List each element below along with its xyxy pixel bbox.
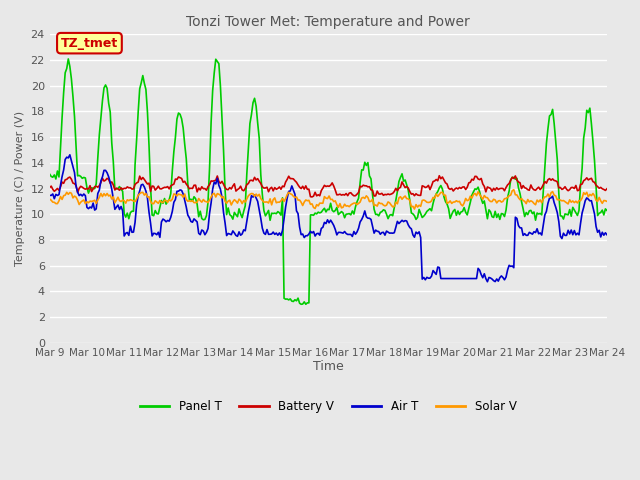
Air T: [46, 192, 54, 198]
Line: Battery V: Battery V: [50, 176, 607, 197]
Battery V: [114, 186, 122, 192]
Solar V: [603, 199, 611, 204]
Air T: [116, 206, 124, 212]
Panel T: [298, 301, 305, 307]
Panel T: [291, 297, 299, 302]
Panel T: [575, 207, 583, 213]
Panel T: [214, 59, 221, 64]
Panel T: [232, 212, 240, 217]
Air T: [241, 228, 249, 234]
Air T: [575, 232, 583, 238]
X-axis label: Time: Time: [313, 360, 344, 373]
Panel T: [116, 184, 124, 190]
Battery V: [603, 186, 611, 192]
Legend: Panel T, Battery V, Air T, Solar V: Panel T, Battery V, Air T, Solar V: [135, 395, 522, 418]
Battery V: [289, 176, 297, 182]
Solar V: [411, 206, 419, 212]
Battery V: [575, 187, 583, 193]
Solar V: [46, 196, 54, 202]
Battery V: [212, 178, 220, 183]
Battery V: [46, 185, 54, 191]
Solar V: [230, 197, 238, 203]
Solar V: [510, 187, 518, 192]
Panel T: [46, 171, 54, 177]
Solar V: [212, 194, 220, 200]
Line: Panel T: Panel T: [50, 59, 607, 304]
Line: Air T: Air T: [50, 155, 607, 282]
Text: TZ_tmet: TZ_tmet: [61, 36, 118, 49]
Battery V: [240, 188, 248, 193]
Solar V: [240, 198, 248, 204]
Battery V: [308, 194, 316, 200]
Solar V: [289, 193, 297, 199]
Battery V: [435, 173, 443, 179]
Air T: [484, 279, 492, 285]
Solar V: [114, 194, 122, 200]
Panel T: [603, 207, 611, 213]
Panel T: [65, 56, 72, 62]
Battery V: [230, 181, 238, 187]
Air T: [603, 232, 611, 238]
Line: Solar V: Solar V: [50, 190, 607, 209]
Air T: [214, 176, 221, 181]
Solar V: [575, 198, 583, 204]
Air T: [66, 152, 74, 158]
Title: Tonzi Tower Met: Temperature and Power: Tonzi Tower Met: Temperature and Power: [186, 15, 470, 29]
Air T: [232, 232, 240, 238]
Air T: [291, 192, 299, 197]
Panel T: [241, 203, 249, 209]
Y-axis label: Temperature (C) / Power (V): Temperature (C) / Power (V): [15, 111, 25, 266]
